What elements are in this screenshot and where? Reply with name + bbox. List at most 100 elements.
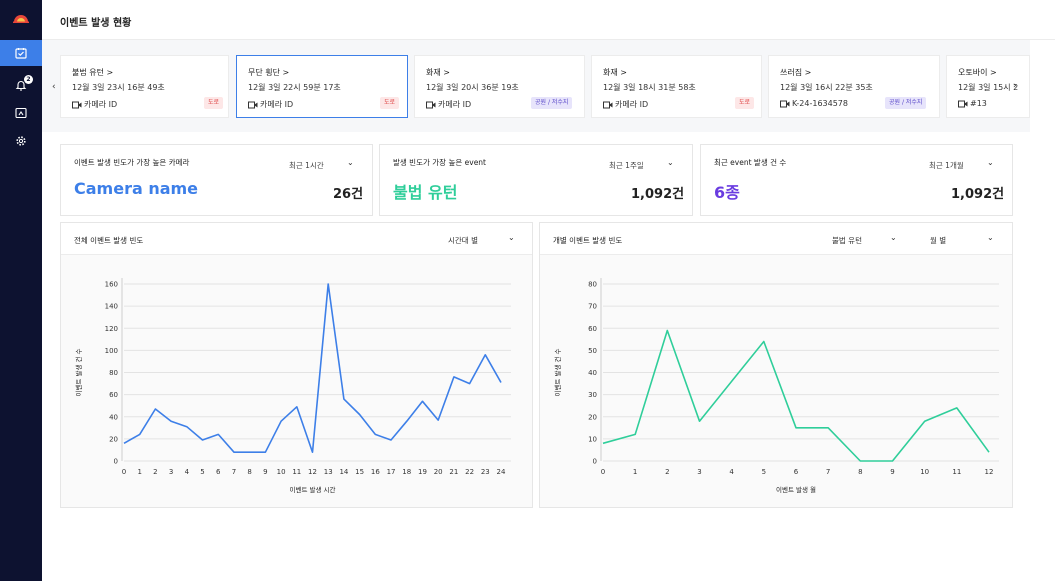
- y-tick-label: 80: [588, 281, 597, 289]
- x-tick-label: 0: [601, 468, 605, 476]
- y-tick-label: 60: [588, 325, 597, 333]
- period-unit-select[interactable]: 월 별: [930, 236, 947, 245]
- video-camera-icon: [603, 101, 613, 108]
- x-tick-label: 21: [449, 468, 458, 476]
- x-tick-label: 18: [402, 468, 411, 476]
- panel-title: 개별 이벤트 발생 빈도: [553, 236, 623, 245]
- video-camera-icon: [780, 100, 790, 107]
- gear-icon: [16, 136, 26, 146]
- chevron-down-icon[interactable]: ⌄: [667, 158, 674, 167]
- x-tick-label: 19: [418, 468, 427, 476]
- period-select[interactable]: 최근 1시간: [289, 161, 324, 170]
- chevron-down-icon[interactable]: ⌄: [987, 233, 994, 242]
- x-tick-label: 12: [308, 468, 317, 476]
- cards-prev-button[interactable]: ‹: [52, 82, 56, 92]
- x-tick-label: 22: [465, 468, 474, 476]
- series-line: [123, 283, 502, 453]
- x-tick-label: 5: [200, 468, 204, 476]
- event-card-tag: 공원 / 저수지: [885, 97, 927, 109]
- bell-icon: [15, 81, 27, 91]
- x-tick-label: 3: [697, 468, 701, 476]
- x-tick-label: 8: [247, 468, 251, 476]
- x-tick-label: 6: [794, 468, 799, 476]
- x-tick-label: 7: [826, 468, 830, 476]
- x-tick-label: 24: [497, 468, 506, 476]
- event-card-title: 불법 유턴 >: [72, 68, 114, 77]
- x-tick-label: 12: [985, 468, 994, 476]
- nav-settings[interactable]: [0, 128, 42, 154]
- stat-top-event: 발생 빈도가 가장 높은 event 최근 1주일 ⌄ 불법 유턴 1,092건: [379, 144, 693, 216]
- y-axis-label: 이벤트 발생 건 수: [553, 348, 562, 396]
- event-card[interactable]: 화재 > 12월 3일 20시 36분 19초 카메라 ID 공원 / 저수지: [414, 55, 585, 118]
- notification-badge: 2: [24, 75, 33, 84]
- event-card[interactable]: 불법 유턴 > 12월 3일 23시 16분 49초 카메라 ID 도로: [60, 55, 229, 118]
- stat-count: 1,092건: [631, 187, 685, 202]
- y-axis-label: 이벤트 발생 건 수: [74, 348, 83, 396]
- stat-value: Camera name: [74, 179, 199, 198]
- y-tick-label: 40: [109, 413, 118, 421]
- event-card[interactable]: 쓰러짐 > 12월 3일 16시 22분 35초 K-24-1634578 공원…: [768, 55, 940, 118]
- x-tick-label: 4: [185, 468, 190, 476]
- chevron-down-icon[interactable]: ⌄: [890, 233, 897, 242]
- video-camera-icon: [248, 101, 258, 108]
- y-tick-label: 20: [588, 413, 597, 421]
- time-range-select[interactable]: 시간대 별: [448, 236, 478, 245]
- x-tick-label: 5: [762, 468, 766, 476]
- cards-next-button[interactable]: ›: [1013, 81, 1017, 91]
- y-tick-label: 50: [588, 347, 597, 355]
- event-card[interactable]: 화재 > 12월 3일 18시 31분 58초 카메라 ID 도로: [591, 55, 762, 118]
- event-card-title: 쓰러짐 >: [780, 68, 812, 77]
- y-tick-label: 40: [588, 369, 597, 377]
- stat-label: 이벤트 발생 빈도가 가장 높은 카메라: [74, 158, 190, 167]
- chevron-down-icon[interactable]: ⌄: [987, 158, 994, 167]
- event-card-datetime: 12월 3일 18시 31분 58초: [603, 83, 696, 92]
- event-card-tag: 공원 / 저수지: [531, 97, 573, 109]
- y-tick-label: 60: [109, 391, 118, 399]
- panel-individual-frequency: 개별 이벤트 발생 빈도 불법 유턴 ⌄ 월 별 ⌄ 0 10 20 30 40 50 60…: [539, 222, 1013, 508]
- event-card-title: 화재 >: [426, 68, 450, 77]
- x-tick-label: 1: [633, 468, 637, 476]
- stat-count: 26건: [333, 187, 364, 202]
- x-tick-label: 2: [665, 468, 669, 476]
- event-card[interactable]: 무단 횡단 > 12월 3일 22시 59분 17초 카메라 ID 도로: [236, 55, 408, 118]
- y-tick-label: 80: [109, 369, 118, 377]
- stat-label: 발생 빈도가 가장 높은 event: [393, 158, 486, 167]
- x-tick-label: 2: [153, 468, 157, 476]
- chevron-down-icon[interactable]: ⌄: [508, 233, 515, 242]
- chevron-down-icon[interactable]: ⌄: [347, 158, 354, 167]
- event-card[interactable]: 오토바이 > 12월 3일 15시 2 #13: [946, 55, 1030, 118]
- x-tick-label: 9: [263, 468, 267, 476]
- nav-monitor[interactable]: [0, 100, 42, 126]
- panel-header: 개별 이벤트 발생 빈도 불법 유턴 ⌄ 월 별 ⌄: [540, 223, 1012, 255]
- y-tick-label: 120: [105, 325, 118, 333]
- y-tick-label: 70: [588, 303, 597, 311]
- x-axis-label: 이벤트 발생 시간: [290, 485, 336, 494]
- sidebar: 2: [0, 0, 42, 581]
- nav-dashboard[interactable]: [0, 40, 42, 66]
- y-tick-label: 160: [105, 281, 118, 289]
- nav-notifications[interactable]: 2: [0, 72, 42, 98]
- y-tick-label: 20: [109, 435, 118, 443]
- period-select[interactable]: 최근 1주일: [609, 161, 644, 170]
- x-tick-label: 0: [122, 468, 126, 476]
- x-tick-label: 10: [277, 468, 286, 476]
- event-type-select[interactable]: 불법 유턴: [832, 236, 862, 245]
- x-tick-label: 13: [324, 468, 333, 476]
- stat-value: 불법 유턴: [393, 183, 458, 202]
- x-tick-label: 3: [169, 468, 173, 476]
- stat-count: 1,092건: [951, 187, 1005, 202]
- period-select[interactable]: 최근 1개월: [929, 161, 964, 170]
- event-card-camera: #13: [958, 99, 987, 108]
- stat-top-camera: 이벤트 발생 빈도가 가장 높은 카메라 최근 1시간 ⌄ Camera nam…: [60, 144, 373, 216]
- calendar-check-icon: [15, 48, 27, 59]
- stat-value: 6종: [714, 183, 740, 202]
- x-tick-label: 16: [371, 468, 380, 476]
- y-tick-label: 0: [593, 458, 597, 466]
- panel-header: 전체 이벤트 발생 빈도 시간대 별 ⌄: [61, 223, 532, 255]
- x-tick-label: 9: [890, 468, 894, 476]
- x-tick-label: 11: [952, 468, 961, 476]
- page-title: 이벤트 발생 현황: [60, 18, 132, 29]
- event-card-datetime: 12월 3일 15시 2: [958, 83, 1019, 92]
